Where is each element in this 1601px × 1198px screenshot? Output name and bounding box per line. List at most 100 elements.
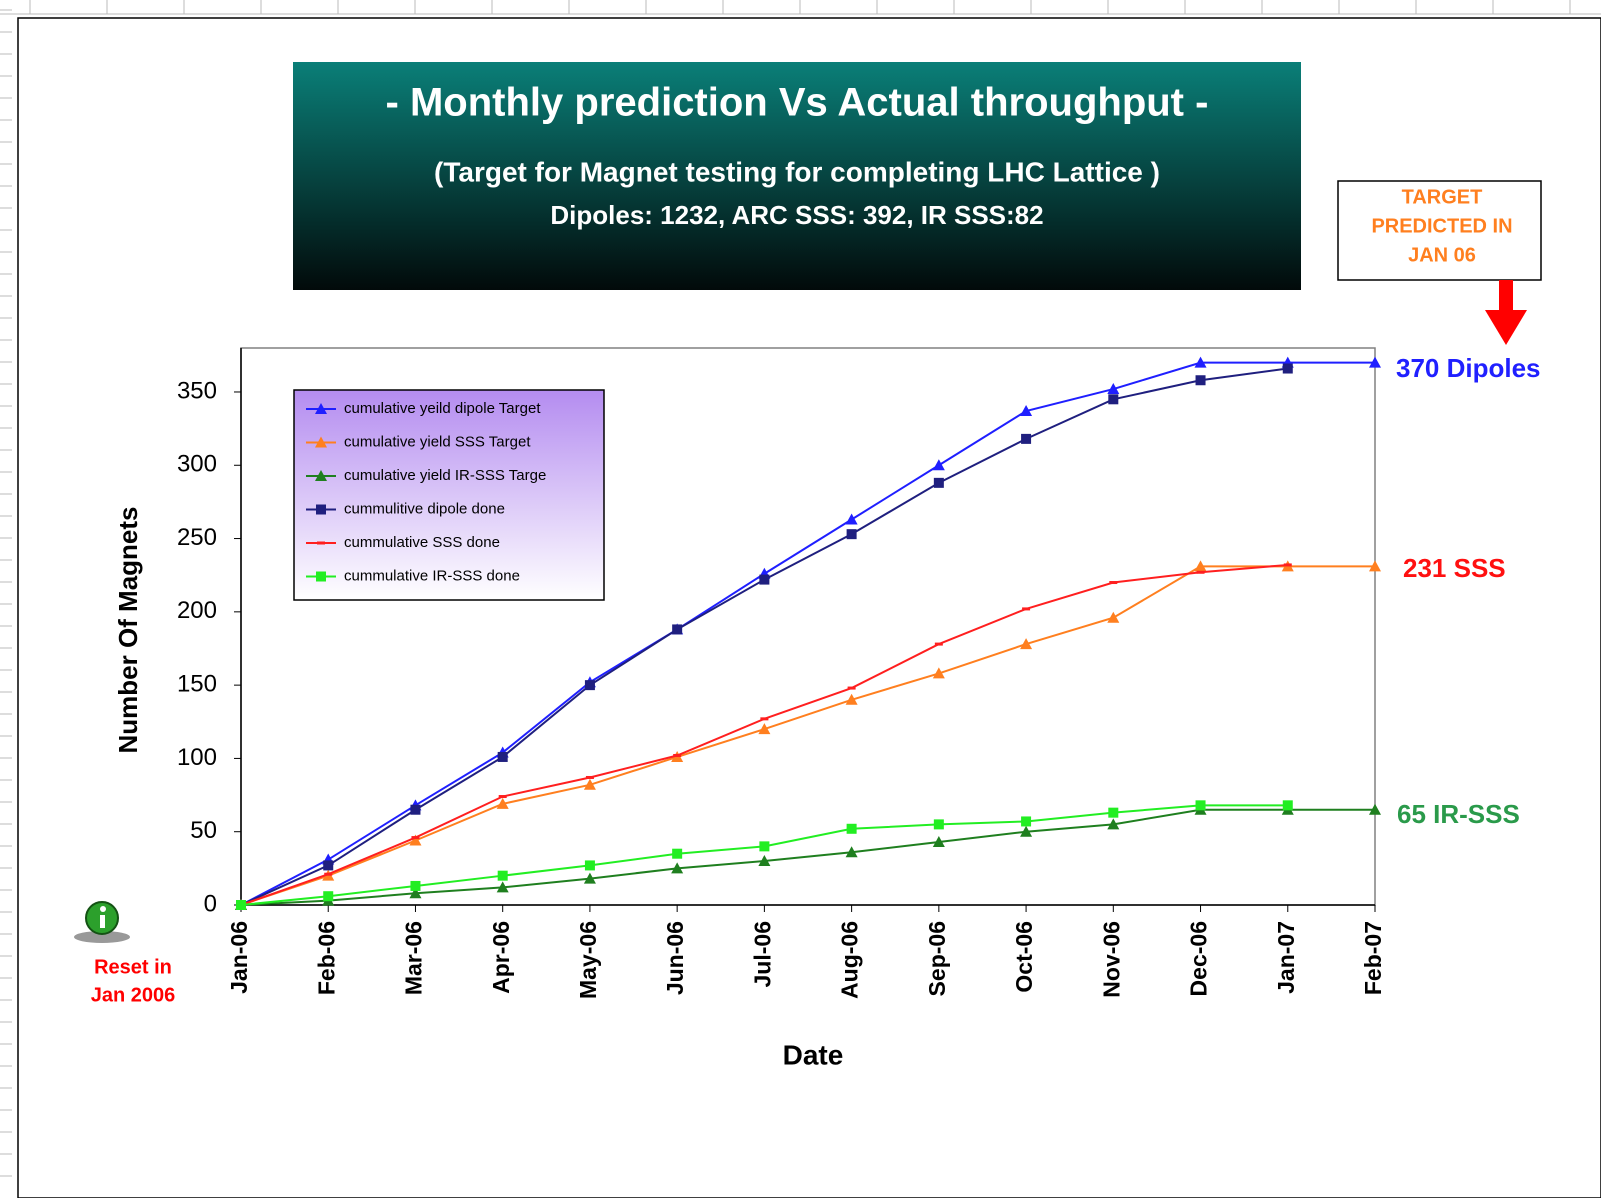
marker: [1020, 825, 1033, 837]
series-line: [240, 361, 1375, 906]
marker: [410, 880, 421, 891]
marker: [236, 900, 246, 910]
marker: [672, 624, 683, 635]
marker: [1107, 383, 1120, 395]
marker: [316, 571, 326, 582]
marker: [932, 667, 945, 679]
marker: [323, 891, 334, 902]
marker: [496, 797, 509, 809]
marker: [409, 834, 422, 846]
target-note: JAN 06: [1408, 244, 1476, 266]
x-tick-label: Feb-06: [313, 921, 339, 995]
marker: [845, 513, 858, 525]
marker: [847, 686, 856, 690]
marker: [933, 819, 944, 830]
marker: [410, 804, 421, 815]
x-tick-label: Jan-06: [226, 921, 252, 994]
x-tick-label: Jun-06: [662, 921, 688, 995]
y-tick-label: 50: [190, 817, 217, 844]
legend-label: cumulative yield SSS Target: [344, 433, 531, 450]
legend-label: cummulative SSS done: [344, 534, 500, 551]
legend-marker: [315, 403, 327, 414]
x-tick-label: Mar-06: [401, 921, 427, 995]
x-tick-label: Jan-07: [1273, 921, 1299, 994]
marker: [1020, 638, 1033, 650]
legend-label: cumulative yield IR-SSS Targe: [344, 467, 546, 484]
marker: [1282, 800, 1293, 811]
marker: [315, 436, 327, 448]
y-tick-label: 0: [204, 890, 217, 917]
marker: [933, 477, 944, 488]
marker: [1195, 375, 1206, 386]
marker: [497, 870, 508, 881]
arrow: [1485, 280, 1527, 345]
legend-label: cumulative yeild dipole Target: [344, 400, 541, 417]
marker: [846, 529, 857, 540]
legend-label: cummulative IR-SSS done: [344, 567, 520, 584]
x-tick-label: May-06: [575, 921, 601, 999]
y-tick-label: 300: [177, 451, 217, 478]
marker: [409, 887, 422, 899]
marker: [498, 795, 507, 799]
x-axis-label: Date: [783, 1039, 844, 1070]
marker: [932, 459, 945, 471]
marker: [1021, 816, 1032, 827]
marker: [845, 693, 858, 705]
legend-marker: [315, 470, 327, 481]
marker: [323, 860, 334, 871]
reset-note: Jan 2006: [91, 984, 176, 1006]
x-tick-label: Sep-06: [924, 921, 950, 996]
marker: [934, 642, 943, 646]
x-tick-label: Jul-06: [749, 921, 775, 987]
marker: [1109, 581, 1118, 585]
marker: [411, 836, 420, 840]
marker: [1108, 394, 1119, 405]
annotation: 231 SSS: [1403, 553, 1506, 583]
marker: [583, 778, 596, 790]
marker: [1369, 560, 1381, 572]
info-icon: [74, 901, 130, 943]
marker: [760, 717, 769, 721]
marker: [758, 723, 771, 735]
y-tick-label: 100: [177, 744, 217, 771]
y-tick-label: 150: [177, 670, 217, 697]
marker: [846, 823, 857, 834]
marker: [672, 848, 683, 859]
marker: [1195, 800, 1206, 811]
marker: [932, 835, 945, 847]
marker: [1369, 803, 1381, 815]
legend-marker: [316, 571, 326, 582]
marker: [673, 753, 682, 757]
subtitle: Dipoles: 1232, ARC SSS: 392, IR SSS:82: [550, 200, 1043, 230]
marker: [1282, 363, 1293, 374]
marker: [317, 541, 325, 545]
marker: [671, 862, 684, 874]
x-tick-label: Oct-06: [1011, 921, 1037, 993]
x-tick-label: Apr-06: [488, 921, 514, 994]
marker: [583, 872, 596, 884]
marker: [584, 860, 595, 871]
annotation: 65 IR-SSS: [1397, 799, 1520, 829]
marker: [1194, 560, 1207, 572]
marker: [759, 841, 770, 852]
x-tick-label: Dec-06: [1186, 921, 1212, 996]
marker: [1194, 356, 1207, 368]
marker: [758, 855, 771, 867]
marker: [584, 680, 595, 691]
x-tick-label: Feb-07: [1360, 921, 1386, 995]
legend-box: [293, 389, 605, 601]
marker: [1107, 818, 1120, 830]
y-tick-label: 350: [177, 377, 217, 404]
marker: [315, 470, 327, 481]
legend-marker: [316, 504, 326, 515]
marker: [316, 504, 326, 515]
annotation: 370 Dipoles: [1396, 353, 1541, 383]
subtitle: (Target for Magnet testing for completin…: [434, 156, 1160, 187]
marker: [585, 775, 594, 779]
title-box: [293, 62, 1301, 290]
legend-marker: [317, 541, 325, 545]
marker: [497, 751, 508, 762]
series-line: [240, 808, 1375, 906]
